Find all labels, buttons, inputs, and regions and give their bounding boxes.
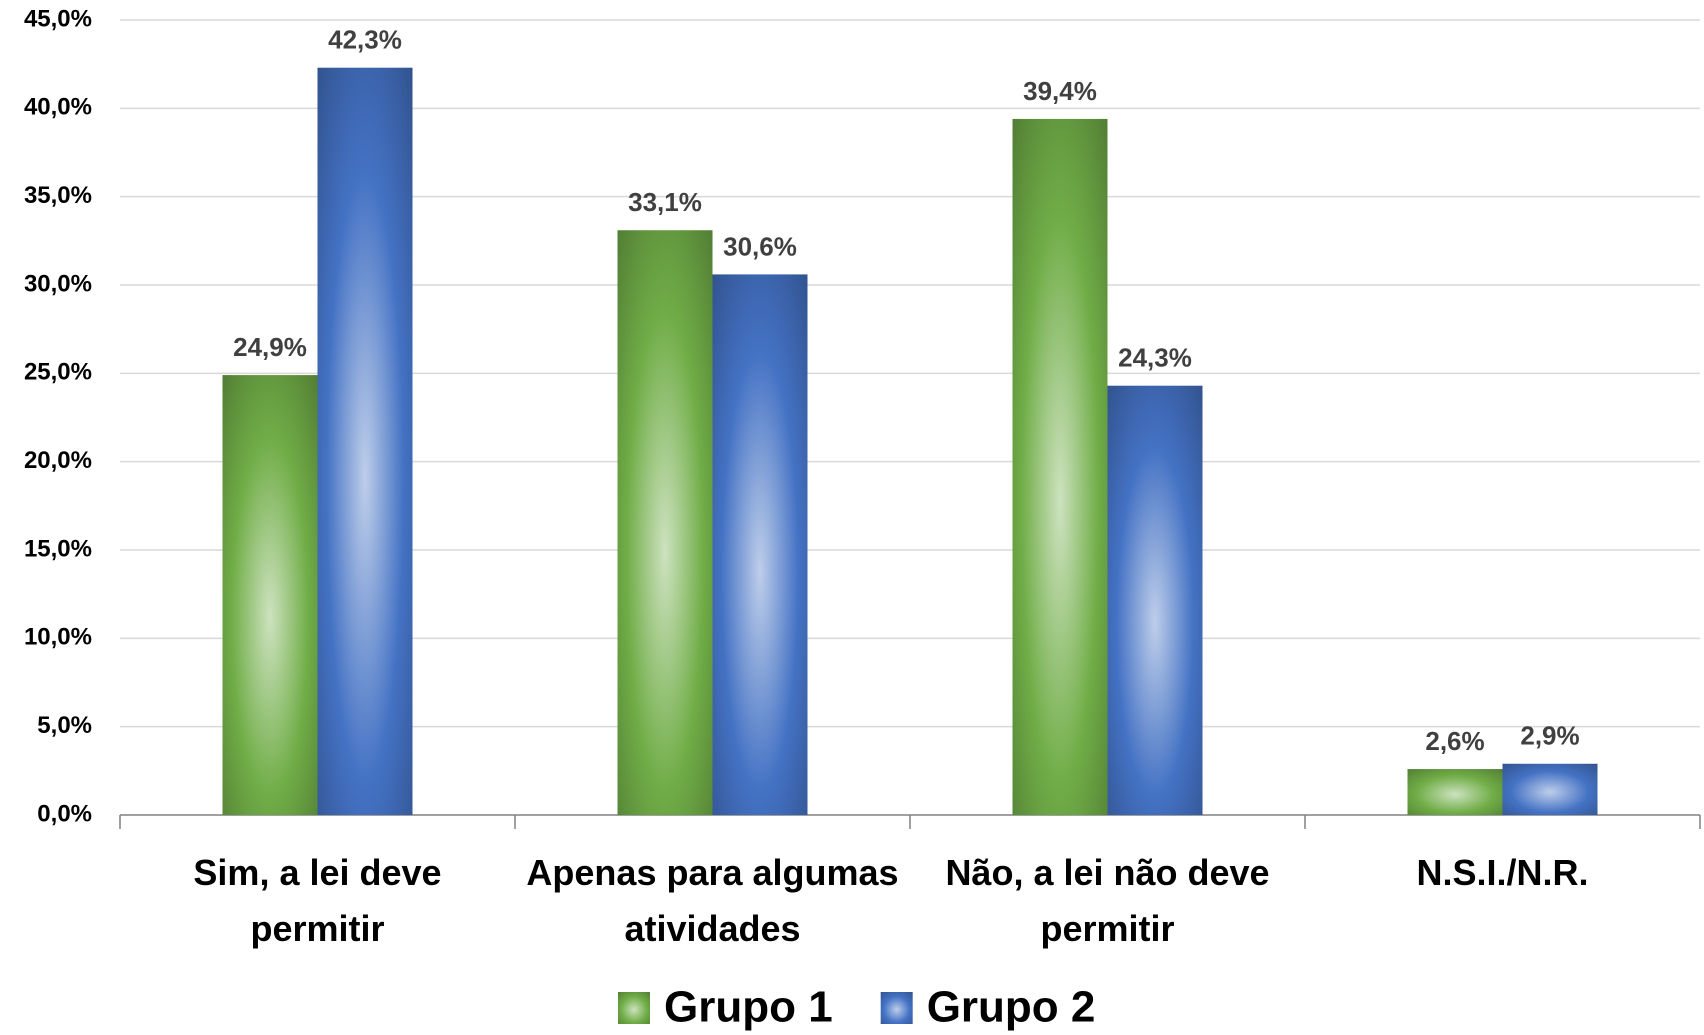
- bar: [1407, 769, 1503, 815]
- bar: [1012, 118, 1108, 815]
- x-tick-label: N.S.I./N.R.: [1416, 852, 1589, 893]
- value-label: 24,3%: [1118, 343, 1192, 373]
- bar: [317, 67, 413, 815]
- bar: [712, 274, 808, 815]
- y-tick-label: 35,0%: [24, 182, 92, 209]
- x-tick-label: Sim, a lei deve permitir: [193, 852, 442, 949]
- value-label: 2,9%: [1520, 721, 1579, 751]
- value-label: 39,4%: [1023, 76, 1097, 106]
- x-tick-label: Apenas para algumas atividades: [526, 852, 899, 949]
- legend-label: Grupo 2: [927, 983, 1096, 1032]
- legend-label: Grupo 1: [664, 983, 833, 1032]
- bar: [617, 230, 713, 815]
- y-tick-label: 25,0%: [24, 359, 92, 386]
- value-label: 24,9%: [233, 332, 307, 362]
- value-label: 2,6%: [1425, 726, 1484, 756]
- y-tick-label: 5,0%: [37, 712, 92, 739]
- value-label: 42,3%: [328, 25, 402, 55]
- legend-swatch: [618, 992, 650, 1024]
- y-tick-label: 20,0%: [24, 447, 92, 474]
- legend-swatch: [880, 992, 913, 1024]
- bar: [1107, 385, 1203, 815]
- value-label: 33,1%: [628, 187, 702, 217]
- x-tick-label: Não, a lei não deve permitir: [945, 852, 1270, 949]
- y-tick-label: 15,0%: [24, 535, 92, 562]
- bar: [1502, 763, 1598, 815]
- bar: [222, 375, 318, 815]
- y-tick-label: 45,0%: [24, 5, 92, 32]
- y-tick-label: 30,0%: [24, 270, 92, 297]
- y-tick-label: 40,0%: [24, 94, 92, 121]
- y-tick-label: 0,0%: [37, 800, 92, 827]
- value-label: 30,6%: [723, 231, 797, 261]
- y-tick-label: 10,0%: [24, 624, 92, 651]
